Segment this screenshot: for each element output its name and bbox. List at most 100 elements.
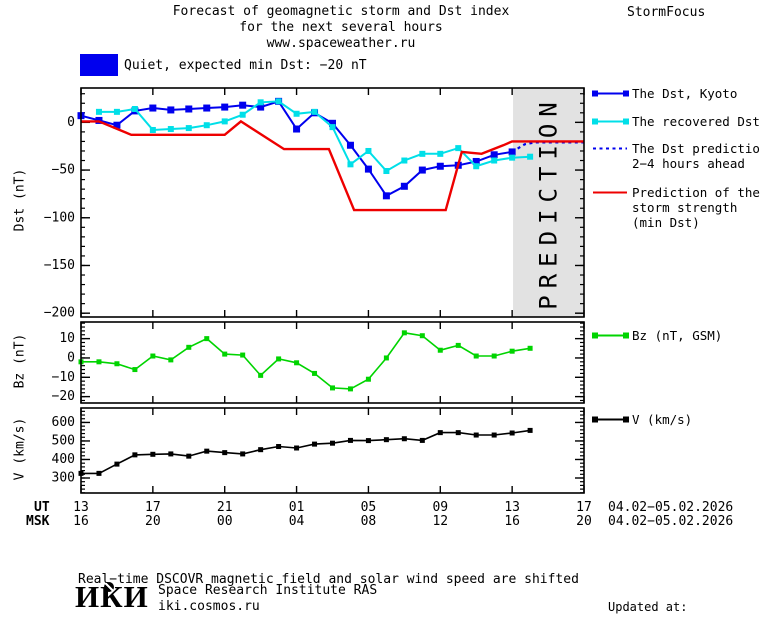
updated-label: Updated at: xyxy=(608,600,688,614)
x-tick-label: 20 xyxy=(145,514,161,529)
data-point-marker xyxy=(294,360,300,366)
title-line-1: Forecast of geomagnetic storm and Dst in… xyxy=(172,4,510,19)
y-axis-title-bz: Bz (nT) xyxy=(12,333,28,389)
x-axis-msk-row: MSK 04.02−05.02.2026 16 20 00 04 08 12 16 20 xyxy=(0,514,760,529)
data-point-marker xyxy=(293,110,300,117)
data-point-marker xyxy=(221,118,228,125)
footer-note: Real−time DSCOVR magnetic field and sola… xyxy=(78,540,579,620)
data-point-marker xyxy=(401,436,407,442)
data-point-marker xyxy=(473,353,479,359)
data-point-marker xyxy=(114,461,120,467)
series-the-recovered-dst xyxy=(99,100,531,173)
data-point-marker xyxy=(455,430,461,436)
y-axis-title-v: V (km/s) xyxy=(12,417,28,481)
data-point-marker xyxy=(490,151,498,159)
data-point-marker xyxy=(491,432,497,438)
x-tick-label: 17 xyxy=(145,500,161,515)
legend-label-recovered-dst: The recovered Dst xyxy=(632,114,760,129)
data-point-marker xyxy=(527,427,533,433)
data-point-marker xyxy=(78,359,84,365)
legend-marker xyxy=(592,416,598,423)
data-point-marker xyxy=(132,367,138,373)
data-point-marker xyxy=(168,357,174,363)
x-tick-label: 21 xyxy=(216,500,233,515)
panel-dst: PREDICTION 0 −50 −100 −150 −200 xyxy=(44,87,585,321)
storm-level-label: Quiet, expected min Dst: −20 nT xyxy=(124,58,367,73)
data-point-marker xyxy=(203,104,211,112)
y-axis-title-dst: Dst (nT) xyxy=(12,168,28,232)
data-point-marker xyxy=(204,336,210,342)
data-point-marker xyxy=(96,470,102,476)
panel-frame-dst xyxy=(80,87,585,318)
data-point-marker xyxy=(401,330,407,336)
data-point-marker xyxy=(383,355,389,361)
data-point-marker xyxy=(257,99,264,106)
data-point-marker xyxy=(78,470,84,476)
data-point-marker xyxy=(437,347,443,353)
data-point-marker xyxy=(275,97,283,105)
legend-item-bz: Bz (nT, GSM) xyxy=(591,328,722,343)
data-point-marker xyxy=(185,105,193,113)
y-tick-label: 400 xyxy=(52,452,75,467)
legend-sample-v xyxy=(592,416,629,423)
data-point-marker xyxy=(113,121,121,129)
legend-marker xyxy=(592,332,598,339)
y-tick-label: 10 xyxy=(59,331,75,346)
data-point-marker xyxy=(240,352,246,358)
panel-frame-v xyxy=(80,407,585,494)
data-point-marker xyxy=(330,385,335,391)
y-tick-label: −10 xyxy=(52,370,75,385)
data-point-marker xyxy=(95,108,102,115)
x-tick-label: 04 xyxy=(288,514,305,529)
y-tick-label: −200 xyxy=(44,306,75,321)
y-tick-label: −50 xyxy=(52,163,75,178)
data-point-marker xyxy=(276,356,282,362)
data-point-marker xyxy=(365,376,371,382)
data-point-marker xyxy=(509,348,515,354)
data-point-marker xyxy=(509,430,515,436)
data-point-marker xyxy=(473,163,480,170)
panel-v: 600 500 400 300 xyxy=(52,407,585,494)
data-point-marker xyxy=(96,359,102,365)
data-point-marker xyxy=(311,109,319,117)
org-site[interactable]: iki.cosmos.ru xyxy=(158,599,260,614)
data-point-marker xyxy=(312,370,318,376)
data-point-marker xyxy=(77,112,85,120)
y-tick-label: 0 xyxy=(67,350,75,365)
data-point-marker xyxy=(436,162,444,170)
legend-label-v: V (km/s) xyxy=(632,412,693,427)
data-point-marker xyxy=(150,451,156,457)
y-tick-label: −20 xyxy=(52,389,75,404)
legend-marker xyxy=(623,90,629,97)
iki-logo-circle-icon xyxy=(104,582,114,592)
x-tick-label: 16 xyxy=(504,514,520,529)
data-point-marker xyxy=(419,333,425,339)
data-point-marker xyxy=(203,122,210,129)
data-point-marker xyxy=(400,182,408,190)
legend-sample-recovered-dst xyxy=(592,118,629,125)
data-point-marker xyxy=(365,147,372,154)
data-point-marker xyxy=(149,104,157,112)
data-point-marker xyxy=(275,98,282,105)
data-point-marker xyxy=(382,192,390,200)
data-point-marker xyxy=(330,440,335,446)
legend-item-dst-kyoto: The Dst, Kyoto xyxy=(591,86,737,101)
org-block: Space Research Institute RAS iki.cosmos.… xyxy=(158,583,377,615)
data-point-marker xyxy=(239,101,247,109)
data-point-marker xyxy=(401,157,408,164)
data-point-marker xyxy=(329,119,336,127)
data-point-marker xyxy=(455,342,461,348)
data-point-marker xyxy=(222,450,228,456)
legend-sample-storm-prediction xyxy=(593,191,627,194)
x-axis-ut-row: UT 04.02−05.02.2026 13 17 21 01 05 09 13 17 xyxy=(0,500,760,515)
data-point-marker xyxy=(168,451,174,457)
data-point-marker xyxy=(312,441,318,447)
data-point-marker xyxy=(365,438,371,444)
series-bz-nt-gsm xyxy=(81,331,531,390)
data-point-marker xyxy=(473,432,479,438)
x-tick-label: 16 xyxy=(73,514,89,529)
data-point-marker xyxy=(204,448,210,454)
page-title: Forecast of geomagnetic storm and Dst in… xyxy=(0,4,682,52)
legend-sample-bz xyxy=(592,332,629,339)
data-point-marker xyxy=(186,453,192,459)
